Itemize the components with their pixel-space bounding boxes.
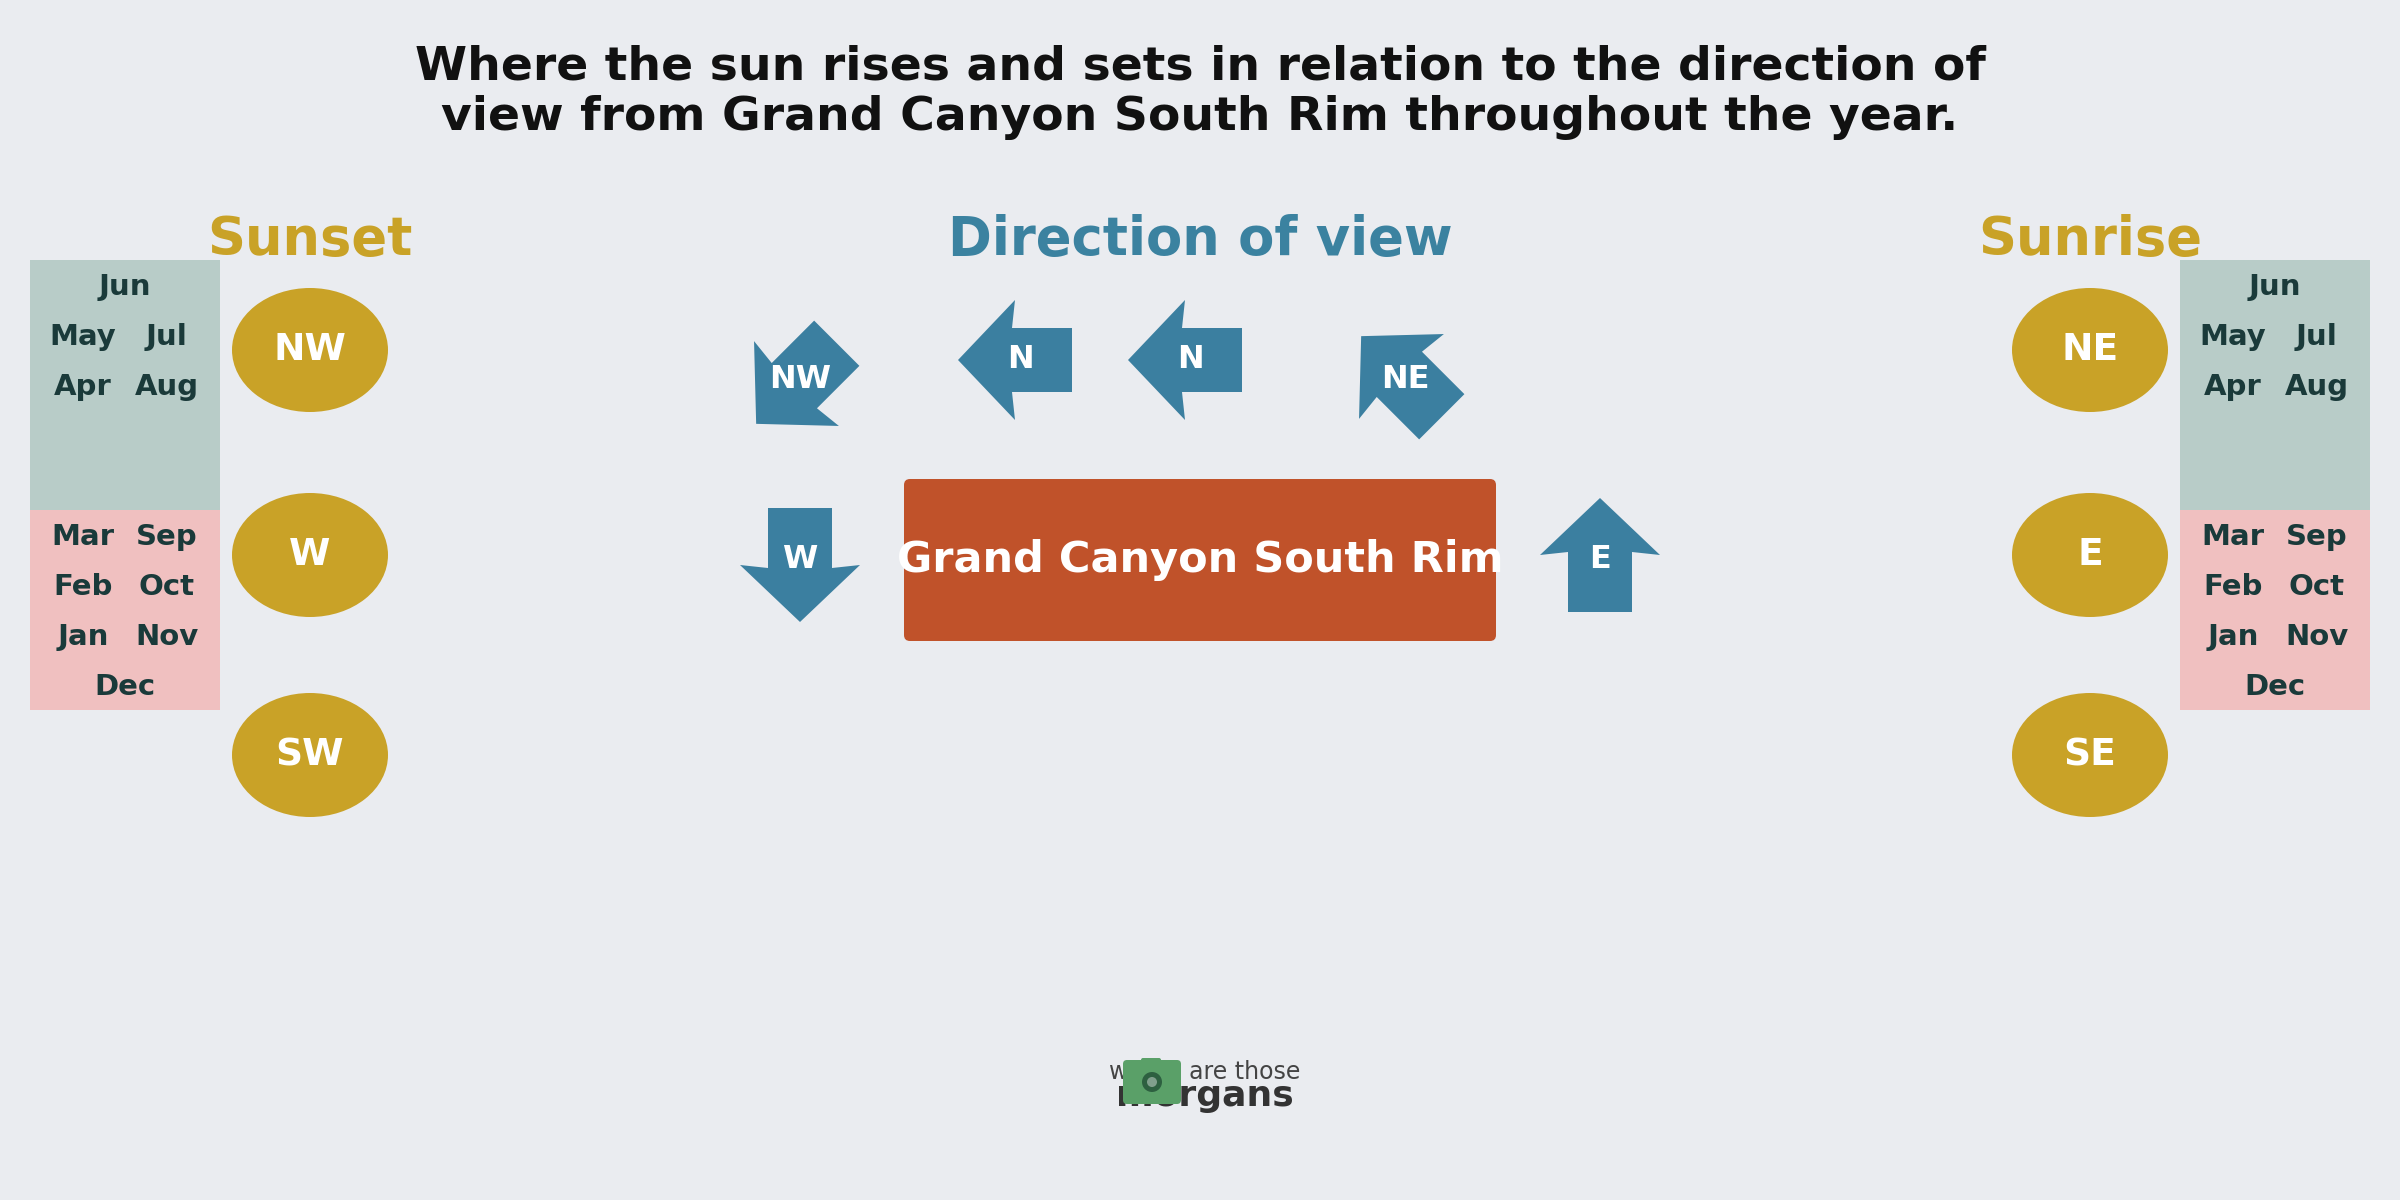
Text: Sunset: Sunset <box>206 214 413 266</box>
Text: Mar: Mar <box>2201 523 2266 551</box>
Text: where are those: where are those <box>1109 1060 1301 1084</box>
Ellipse shape <box>2011 692 2167 817</box>
Text: Grand Canyon South Rim: Grand Canyon South Rim <box>898 539 1502 581</box>
Text: Sunrise: Sunrise <box>1978 214 2203 266</box>
Text: NE: NE <box>2062 332 2119 368</box>
Polygon shape <box>739 508 859 622</box>
Ellipse shape <box>233 692 389 817</box>
FancyBboxPatch shape <box>905 479 1495 641</box>
Text: Oct: Oct <box>2290 574 2345 601</box>
Circle shape <box>1147 1078 1157 1087</box>
Text: W: W <box>290 538 331 572</box>
Text: N: N <box>1176 344 1202 376</box>
Text: Direction of view: Direction of view <box>948 214 1452 266</box>
Text: N: N <box>1006 344 1034 376</box>
Text: Aug: Aug <box>2285 373 2350 401</box>
FancyBboxPatch shape <box>1123 1060 1181 1104</box>
Text: Feb: Feb <box>2203 574 2263 601</box>
Text: Nov: Nov <box>134 624 199 652</box>
Polygon shape <box>1128 300 1243 420</box>
FancyBboxPatch shape <box>1140 1058 1162 1070</box>
Text: W: W <box>782 545 818 576</box>
Text: Where the sun rises and sets in relation to the direction of: Where the sun rises and sets in relation… <box>415 44 1985 90</box>
Text: morgans: morgans <box>1116 1079 1294 1114</box>
Text: Apr: Apr <box>2203 373 2263 401</box>
Text: Jul: Jul <box>146 324 187 352</box>
Text: SE: SE <box>2064 737 2117 773</box>
Text: E: E <box>2076 538 2102 572</box>
FancyBboxPatch shape <box>29 510 221 710</box>
Text: NE: NE <box>1380 365 1430 396</box>
Text: Jan: Jan <box>2208 624 2258 652</box>
Ellipse shape <box>2011 288 2167 412</box>
FancyBboxPatch shape <box>29 260 221 510</box>
Text: NW: NW <box>274 332 346 368</box>
Text: Sep: Sep <box>2285 523 2347 551</box>
Circle shape <box>1142 1072 1162 1092</box>
Polygon shape <box>958 300 1073 420</box>
Text: May: May <box>2201 324 2266 352</box>
Ellipse shape <box>2011 493 2167 617</box>
Text: Nov: Nov <box>2285 624 2350 652</box>
Text: Jun: Jun <box>2249 274 2302 301</box>
Polygon shape <box>1541 498 1661 612</box>
FancyBboxPatch shape <box>2179 260 2371 510</box>
Text: Dec: Dec <box>94 673 156 702</box>
Text: Jul: Jul <box>2297 324 2338 352</box>
Polygon shape <box>754 320 859 426</box>
Text: Mar: Mar <box>53 523 115 551</box>
Text: Sep: Sep <box>137 523 197 551</box>
Ellipse shape <box>233 493 389 617</box>
Text: view from Grand Canyon South Rim throughout the year.: view from Grand Canyon South Rim through… <box>442 95 1958 140</box>
Text: Aug: Aug <box>134 373 199 401</box>
FancyBboxPatch shape <box>2179 510 2371 710</box>
Text: Jun: Jun <box>98 274 151 301</box>
Ellipse shape <box>233 288 389 412</box>
Text: Jan: Jan <box>58 624 108 652</box>
Text: E: E <box>1589 545 1610 576</box>
Text: Dec: Dec <box>2244 673 2306 702</box>
Text: Oct: Oct <box>139 574 194 601</box>
Text: Apr: Apr <box>55 373 113 401</box>
Text: May: May <box>50 324 118 352</box>
Text: SW: SW <box>276 737 343 773</box>
Text: NW: NW <box>768 365 830 396</box>
Text: Feb: Feb <box>53 574 113 601</box>
Polygon shape <box>1358 334 1464 439</box>
